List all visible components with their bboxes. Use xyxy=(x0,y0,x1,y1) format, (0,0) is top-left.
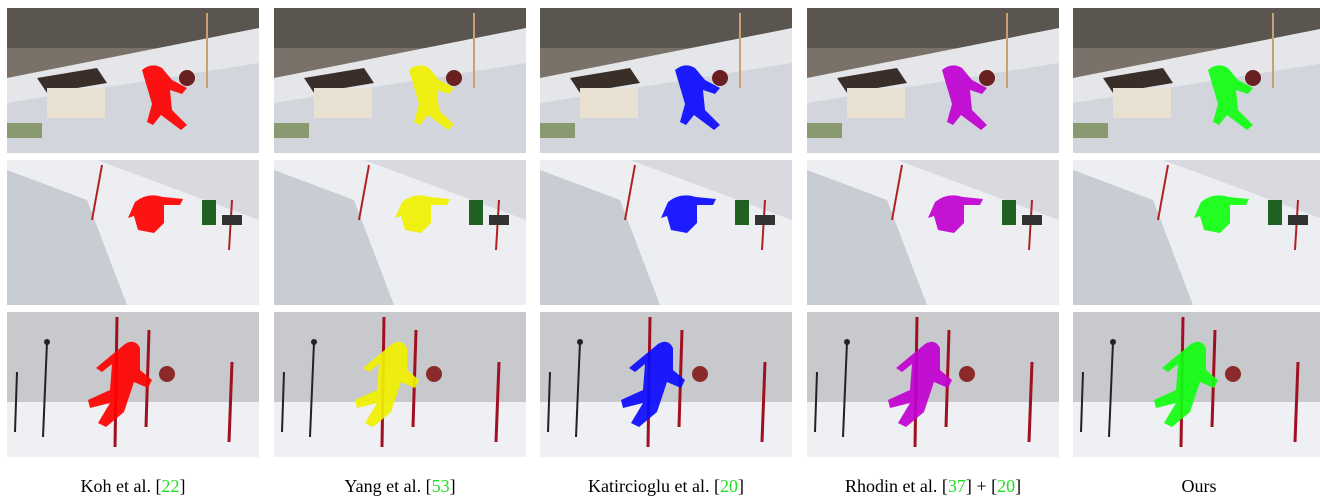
photo xyxy=(7,312,259,457)
figure: Koh et al. [22]Yang et al. [53]Katirciog… xyxy=(0,0,1320,502)
photo xyxy=(1073,312,1320,457)
photo xyxy=(807,312,1059,457)
caption: Katircioglu et al. [20] xyxy=(588,476,744,496)
citation: 22 xyxy=(161,476,179,496)
photo-scene xyxy=(1073,160,1320,305)
citation: 20 xyxy=(997,476,1015,496)
caption-text: ] xyxy=(179,476,185,496)
citation: 53 xyxy=(432,476,450,496)
citation: 37 xyxy=(948,476,966,496)
photo xyxy=(7,160,259,305)
caption-text: Yang et al. [ xyxy=(344,476,431,496)
photo-scene xyxy=(7,160,259,305)
caption: Yang et al. [53] xyxy=(344,476,455,496)
photo-scene xyxy=(807,160,1059,305)
caption: Koh et al. [22] xyxy=(81,476,186,496)
photo xyxy=(274,160,526,305)
caption: Ours xyxy=(1182,476,1217,496)
photo xyxy=(540,8,792,153)
photo xyxy=(1073,8,1320,153)
caption-text: Koh et al. [ xyxy=(81,476,162,496)
photo-scene xyxy=(274,160,526,305)
photo-scene xyxy=(807,8,1059,153)
caption-text: Rhodin et al. [ xyxy=(845,476,948,496)
photo xyxy=(540,312,792,457)
photo xyxy=(274,8,526,153)
photo-scene xyxy=(1073,8,1320,153)
caption-text: ] xyxy=(738,476,744,496)
photo xyxy=(1073,160,1320,305)
photo xyxy=(807,8,1059,153)
photo-scene xyxy=(540,8,792,153)
photo xyxy=(540,160,792,305)
caption: Rhodin et al. [37] + [20] xyxy=(845,476,1021,496)
caption-text: ] + [ xyxy=(966,476,997,496)
citation: 20 xyxy=(720,476,738,496)
photo-scene xyxy=(540,160,792,305)
caption-text: ] xyxy=(450,476,456,496)
photo-scene xyxy=(274,8,526,153)
photo xyxy=(274,312,526,457)
caption-text: ] xyxy=(1015,476,1021,496)
caption-text: Ours xyxy=(1182,476,1217,496)
caption-text: Katircioglu et al. [ xyxy=(588,476,720,496)
photo xyxy=(807,160,1059,305)
photo-scene xyxy=(7,8,259,153)
photo xyxy=(7,8,259,153)
